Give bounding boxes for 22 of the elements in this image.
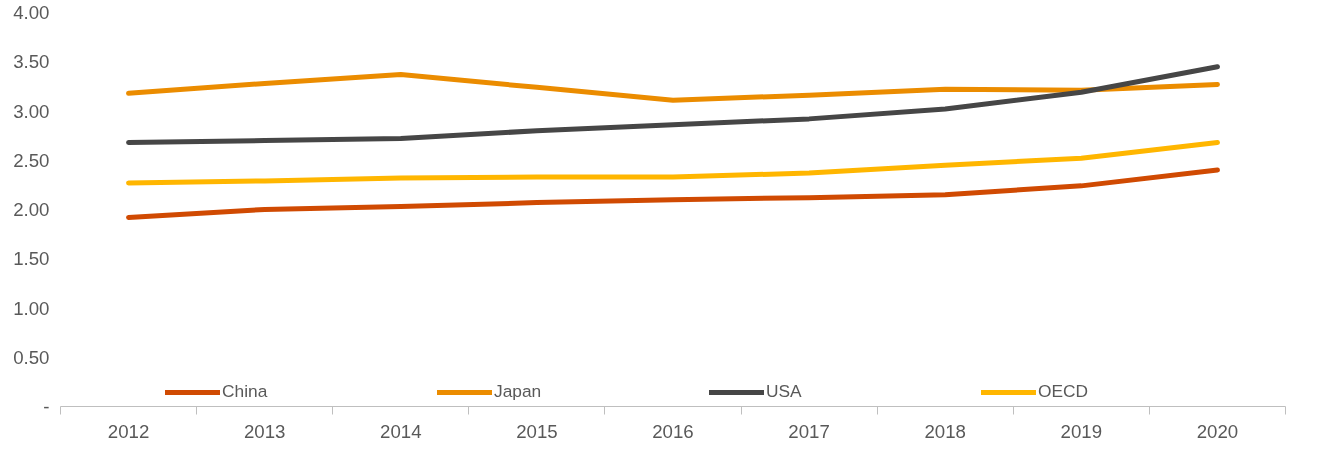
x-tick-label: 2013 [243,420,286,442]
legend-label: Japan [494,381,543,402]
legend-label: USA [766,381,803,402]
x-tick-label: 2016 [652,420,694,442]
x-tick-label: 2014 [380,420,422,442]
y-tick-label: 4.00 [13,2,50,23]
y-tick-label: 1.00 [13,297,50,319]
x-tick-label: 2012 [107,420,150,442]
y-tick-label: - [43,396,50,417]
x-tick-label: 2015 [516,420,558,442]
y-tick-label: 0.50 [13,346,50,368]
y-tick-label: 2.50 [13,149,50,171]
legend-label: China [222,381,269,402]
y-tick-label: 3.50 [13,51,50,73]
x-tick-label: 2018 [924,420,966,442]
legend-label: OECD [1038,381,1090,402]
x-tick-label: 2019 [1060,420,1103,442]
x-tick-label: 2020 [1196,420,1239,442]
y-tick-label: 2.00 [13,199,50,220]
y-tick-label: 1.50 [13,248,50,270]
y-tick-label: 3.00 [13,100,50,122]
x-tick-label: 2017 [788,420,830,442]
